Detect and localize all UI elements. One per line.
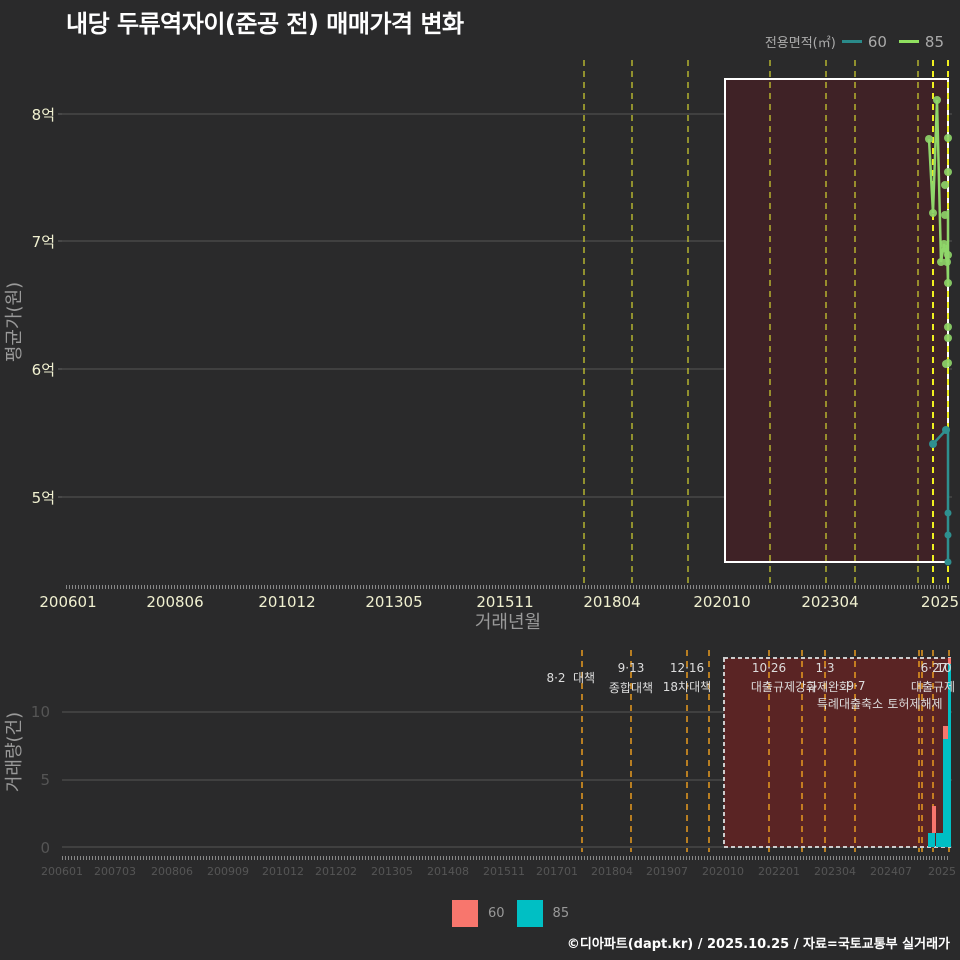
svg-text:18차대책: 18차대책 — [663, 679, 711, 694]
legend-line-85-icon — [898, 40, 919, 43]
svg-text:200703: 200703 — [94, 865, 136, 878]
svg-text:1·3: 1·3 — [815, 661, 834, 675]
legend-area: 전용면적(㎡) 60 85 — [764, 32, 950, 52]
svg-text:대책: 대책 — [573, 670, 595, 685]
svg-text:200601: 200601 — [41, 865, 83, 878]
source-credit: ©디아파트(dapt.kr) / 2025.10.25 / 자료=국토교통부 실… — [566, 937, 950, 952]
svg-text:201511: 201511 — [476, 593, 533, 611]
svg-text:201408: 201408 — [427, 865, 469, 878]
legend-line-60-icon — [841, 40, 862, 43]
legend-label-85: 85 — [924, 32, 944, 51]
legend-swatch-60-icon — [452, 900, 478, 927]
svg-text:대출규제강화: 대출규제강화 — [751, 680, 817, 694]
svg-text:대출규제: 대출규제 — [911, 680, 955, 694]
svg-text:200909: 200909 — [207, 865, 249, 878]
svg-text:2025: 2025 — [921, 593, 959, 611]
svg-text:8·2: 8·2 — [546, 671, 565, 685]
volume-y-tick-labels: 10 5 0 — [31, 703, 50, 857]
svg-text:201012: 201012 — [262, 865, 304, 878]
svg-text:201907: 201907 — [646, 865, 688, 878]
price-y-axis-title: 평균가(원) — [4, 282, 25, 362]
chart-title: 내당 두류역자이(준공 전) 매매가격 변화 — [66, 10, 464, 38]
svg-text:201804: 201804 — [583, 593, 640, 611]
volume-x-tick-labels: 200601 200703 200806 200909 201012 20120… — [41, 865, 956, 878]
y-tick-8: 8억 — [32, 106, 55, 124]
y-tick-6: 6억 — [32, 361, 55, 379]
svg-text:9·13: 9·13 — [618, 661, 645, 675]
svg-text:규제완화: 규제완화 — [806, 680, 850, 694]
y-tick-7: 7억 — [32, 233, 55, 251]
svg-text:10·26: 10·26 — [752, 661, 786, 675]
svg-text:201804: 201804 — [591, 865, 633, 878]
y-tick-5: 5억 — [32, 489, 55, 507]
price-highlight-box — [724, 78, 949, 563]
svg-text:202010: 202010 — [693, 593, 750, 611]
svg-text:202407: 202407 — [870, 865, 912, 878]
svg-text:특례대출축소: 특례대출축소 — [817, 697, 883, 711]
svg-text:201012: 201012 — [258, 593, 315, 611]
volume-y-axis-title: 거래량(건) — [4, 712, 25, 792]
svg-text:0: 0 — [40, 839, 50, 857]
policy-annotations: 9·13 12·16 10·26 1·3 6·27 10 8·2 대책 종합대책… — [546, 661, 955, 711]
svg-text:201305: 201305 — [365, 593, 422, 611]
series-85-points — [925, 96, 952, 368]
svg-text:201202: 201202 — [315, 865, 357, 878]
bar-legend: 60 85 — [452, 900, 569, 927]
svg-text:202304: 202304 — [801, 593, 858, 611]
svg-text:6·27: 6·27 — [921, 661, 948, 675]
svg-text:201701: 201701 — [536, 865, 578, 878]
volume-highlight-box — [723, 657, 951, 848]
svg-text:10: 10 — [936, 661, 951, 675]
price-x-tick-labels: 200601 200806 201012 201305 201511 20180… — [39, 593, 959, 611]
svg-text:5: 5 — [40, 771, 50, 789]
svg-text:202201: 202201 — [758, 865, 800, 878]
svg-text:201305: 201305 — [371, 865, 413, 878]
svg-text:200601: 200601 — [39, 593, 96, 611]
price-y-tick-labels: 8억 7억 6억 5억 — [32, 106, 55, 507]
volume-bars — [928, 658, 951, 847]
svg-text:10: 10 — [31, 703, 50, 721]
svg-text:토허제해제: 토허제해제 — [887, 697, 942, 711]
svg-text:2025: 2025 — [928, 865, 956, 878]
legend-label-60: 60 — [867, 32, 887, 51]
svg-text:종합대책: 종합대책 — [609, 680, 653, 695]
volume-chart: 9·13 12·16 10·26 1·3 6·27 10 8·2 대책 종합대책… — [4, 650, 956, 878]
series-60-points — [929, 426, 952, 566]
svg-text:200806: 200806 — [146, 593, 203, 611]
svg-text:201511: 201511 — [483, 865, 525, 878]
svg-text:9·7: 9·7 — [846, 679, 865, 693]
price-x-axis-title: 거래년월 — [475, 612, 541, 633]
legend-title: 전용면적(㎡) — [764, 36, 836, 51]
price-chart: 8억 7억 6억 5억 200601 200806 201012 201305 … — [4, 60, 959, 633]
bar-legend-label-60: 60 — [488, 906, 505, 921]
legend-swatch-85-icon — [516, 900, 543, 927]
svg-text:12·16: 12·16 — [670, 661, 704, 675]
svg-text:202304: 202304 — [814, 865, 856, 878]
svg-text:200806: 200806 — [151, 865, 193, 878]
svg-text:202010: 202010 — [702, 865, 744, 878]
bar-legend-label-85: 85 — [552, 906, 570, 921]
